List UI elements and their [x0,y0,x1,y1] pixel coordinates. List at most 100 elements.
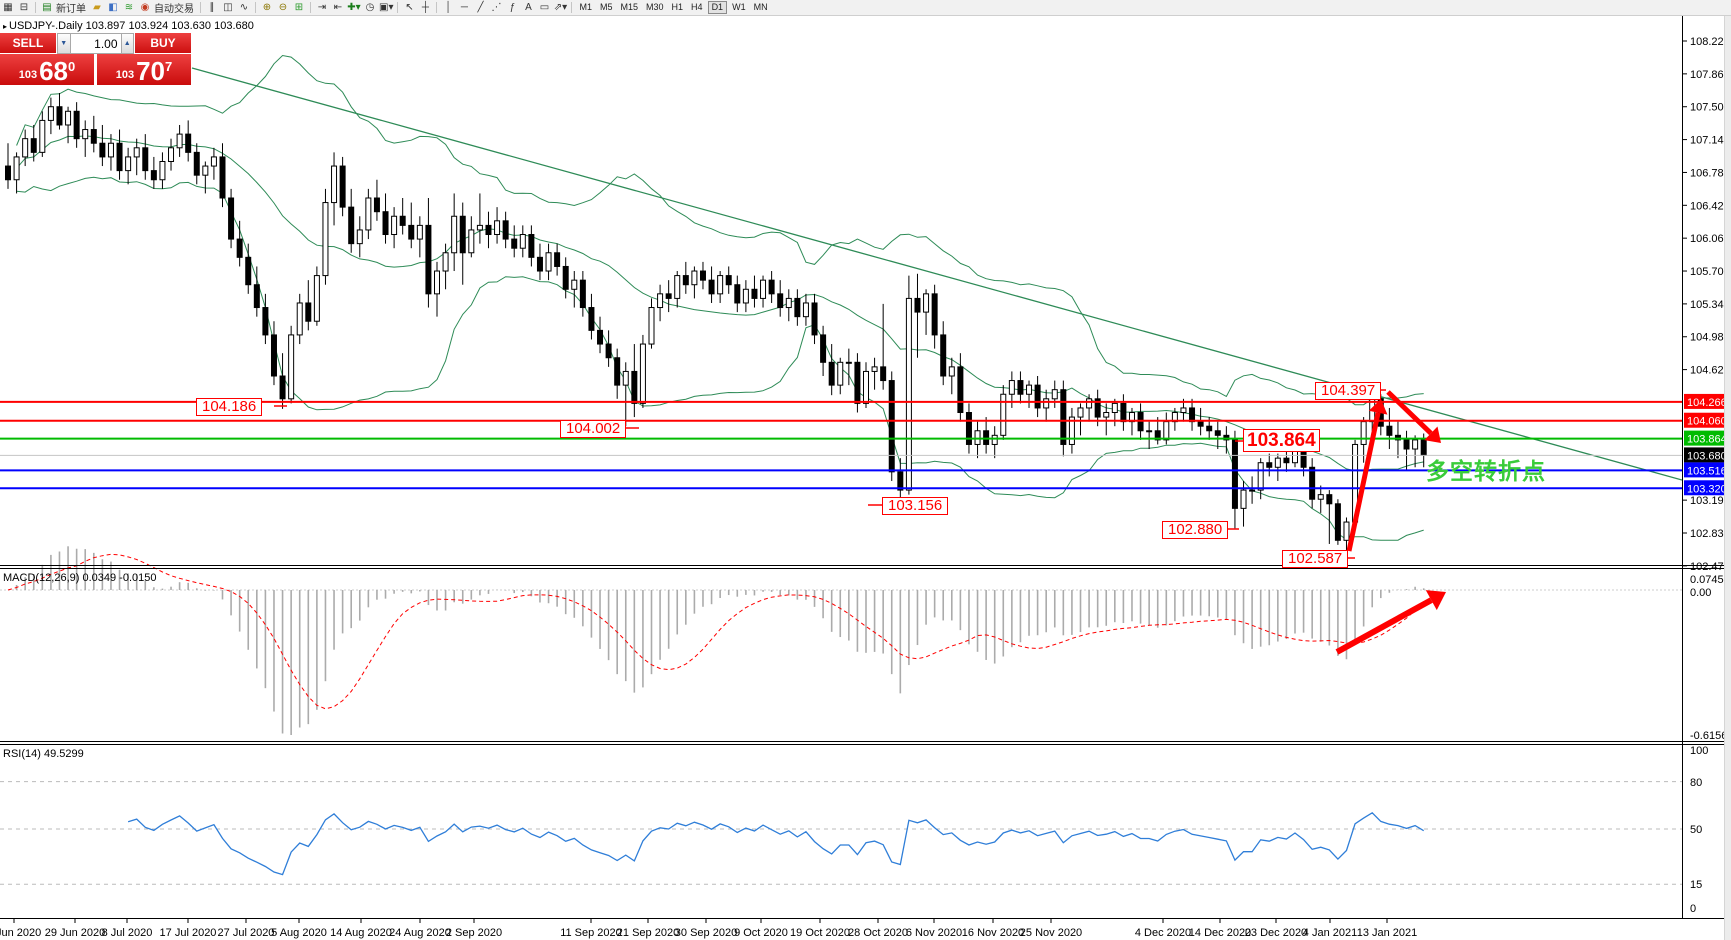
timeframe-H1[interactable]: H1 [671,2,684,12]
gold-icon[interactable]: ▰ [93,2,101,13]
svg-text:102.470: 102.470 [1690,561,1730,573]
timeframe-M5[interactable]: M5 [599,2,613,12]
price-annotation-103.864[interactable]: 103.864 [1243,429,1320,452]
svg-text:107.860: 107.860 [1690,69,1730,81]
timeframe-D1[interactable]: D1 [707,1,728,14]
svg-text:0.00: 0.00 [1690,587,1711,599]
horizontal-line-icon[interactable]: ─ [460,2,469,13]
rsi-line [127,811,1425,876]
chart-expand-icon[interactable]: ▸ [3,22,8,31]
auto-scroll-icon[interactable]: ⇥ [317,2,327,13]
rsi-panel [0,781,1682,885]
price-annotation-104.186[interactable]: 104.186 [196,398,263,416]
channel-icon[interactable]: ⋰ [491,2,502,13]
label-icon[interactable]: ▭ [539,2,550,13]
toolbar-separator [255,2,256,13]
arrows-icon[interactable]: ⇗▾ [553,2,568,13]
volume-input[interactable] [70,33,121,54]
timeframe-W1[interactable]: W1 [732,2,746,12]
toolbar-separator [436,2,438,13]
main-chart-layer [0,54,1682,555]
timeframe-M15[interactable]: M15 [620,2,639,12]
price-annotation-104.397[interactable]: 104.397 [1315,382,1382,400]
line-chart-icon[interactable]: ∿ [239,2,249,13]
price-annotation-102.880[interactable]: 102.880 [1162,521,1229,539]
price-annotation-102.587[interactable]: 102.587 [1282,550,1349,568]
chart-symbol-period: USDJPY-.Daily [9,20,83,32]
svg-text:105.700: 105.700 [1690,266,1730,278]
buy-price[interactable]: 103 70 7 [97,54,191,85]
annotation-cn-text[interactable]: 多空转折点 [1426,458,1546,484]
price-annotation-103.156[interactable]: 103.156 [882,497,949,515]
sell-price[interactable]: 103 68 0 [0,54,94,85]
period-icon[interactable]: ◷ [365,2,375,13]
candle-chart-icon[interactable]: ◫ [223,2,233,13]
zoom-in-icon[interactable]: ⊕ [262,2,272,13]
new-order-icon[interactable]: ▤ [42,2,52,13]
svg-text:24 Aug 2020: 24 Aug 2020 [389,927,451,939]
svg-text:19 Oct 2020: 19 Oct 2020 [790,927,850,939]
auto-trading-button[interactable]: 自动交易 [154,4,194,15]
add-indicator-icon[interactable]: ✚▾ [347,2,361,13]
vertical-line-icon[interactable]: │ [445,2,452,13]
svg-text:2 Sep 2020: 2 Sep 2020 [446,927,502,939]
timeframe-bar: M1 M5 M15 M30 H1 H4 D1 W1 MN [575,1,771,14]
zoom-out-icon[interactable]: ⊖ [278,2,288,13]
timeframe-H4[interactable]: H4 [691,2,703,12]
chart-shift-icon[interactable]: ⇤ [333,2,343,13]
rsi-label: RSI(14) 49.5299 [3,748,84,760]
chart-window-icon[interactable]: ▦ [3,2,13,13]
svg-text:0: 0 [1690,903,1696,915]
macd-panel [0,546,1682,735]
svg-text:105.340: 105.340 [1690,299,1730,311]
svg-text:103.320: 103.320 [1687,483,1727,495]
new-order-button[interactable]: 新订单 [56,4,86,15]
svg-text:8 Jul 2020: 8 Jul 2020 [102,927,153,939]
svg-text:5 Aug 2020: 5 Aug 2020 [271,927,327,939]
svg-text:30 Sep 2020: 30 Sep 2020 [675,927,737,939]
toolbar: ▦ ⊟ ▤ 新订单 ▰ ◧ ≋ ◉ 自动交易 ∥ ◫ ∿ ⊕ ⊖ ⊞ ⇥ ⇤ ✚… [0,0,1731,16]
svg-text:108.220: 108.220 [1690,36,1730,48]
candles-layer [5,93,1427,555]
volume-increase-button[interactable]: ▲ [120,33,134,54]
timeframe-MN[interactable]: MN [753,2,768,12]
fibonacci-icon[interactable]: ƒ [509,2,516,13]
timeframe-M30[interactable]: M30 [646,2,664,12]
svg-text:107.140: 107.140 [1690,135,1730,147]
tile-windows-icon[interactable]: ⊞ [294,2,304,13]
sell-button[interactable]: SELL [0,33,56,54]
svg-text:103.516: 103.516 [1687,465,1727,477]
svg-text:16 Nov 2020: 16 Nov 2020 [962,927,1024,939]
price-annotation-104.002[interactable]: 104.002 [560,420,627,438]
volume-decrease-button[interactable]: ▼ [57,33,71,54]
sell-price-big: 68 [39,56,69,86]
cursor-icon[interactable]: ↖ [405,2,414,13]
svg-text:25 Nov 2020: 25 Nov 2020 [1020,927,1082,939]
bar-chart-icon[interactable]: ∥ [209,2,215,13]
svg-text:107.500: 107.500 [1690,102,1730,114]
svg-text:106.780: 106.780 [1690,167,1730,179]
autotrade-icon[interactable]: ◉ [140,2,150,13]
vps-icon[interactable]: ◧ [108,2,118,13]
market-watch-icon[interactable]: ⊟ [19,2,29,13]
buy-price-big: 70 [136,56,166,86]
svg-text:27 Jul 2020: 27 Jul 2020 [218,927,275,939]
right-scrollbar[interactable] [1724,15,1731,940]
timeframe-M1[interactable]: M1 [579,2,592,12]
toolbar-separator [310,2,311,13]
svg-text:104.060: 104.060 [1687,416,1727,428]
svg-text:11 Sep 2020: 11 Sep 2020 [560,927,622,939]
trendline-icon[interactable]: ╱ [477,2,484,13]
template-icon[interactable]: ▣▾ [379,2,394,13]
buy-button[interactable]: BUY [135,33,191,54]
text-icon[interactable]: A [525,2,532,13]
bollinger-lower [16,176,1424,541]
descending-trendline [191,67,1682,481]
crosshair-icon[interactable]: ┼ [421,2,430,13]
svg-text:106.420: 106.420 [1690,200,1730,212]
svg-text:9 Oct 2020: 9 Oct 2020 [734,927,788,939]
chart-ohlc-values: 103.897 103.924 103.630 103.680 [85,20,254,32]
svg-text:29 Jun 2020: 29 Jun 2020 [45,927,106,939]
signal-icon[interactable]: ≋ [124,2,134,13]
